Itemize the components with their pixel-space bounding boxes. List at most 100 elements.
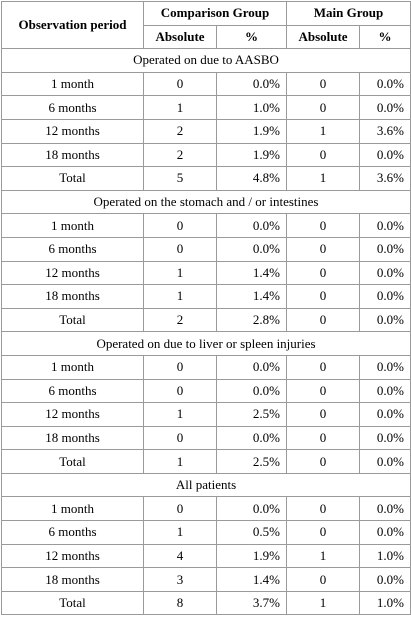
main-absolute-cell: 0 — [286, 284, 361, 309]
main-absolute-cell: 0 — [286, 213, 361, 238]
main-percent-cell: 0.0% — [359, 95, 411, 120]
period-cell: Total — [1, 166, 144, 191]
comparison-percent-cell: 2.5% — [215, 402, 288, 427]
main-percent-cell: 0.0% — [359, 71, 411, 97]
main-percent-cell: 1.0% — [359, 543, 411, 569]
main-absolute-cell: 0 — [286, 307, 361, 333]
main-percent-cell: 0.0% — [359, 142, 411, 168]
comparison-percent-cell: 0.0% — [215, 354, 288, 380]
main-absolute-cell: 1 — [286, 118, 361, 144]
comparison-absolute-cell: 2 — [143, 142, 217, 168]
comparison-percent-cell: 1.9% — [215, 142, 288, 168]
main-absolute-cell: 0 — [286, 95, 361, 120]
main-percent-cell: 0.0% — [359, 449, 411, 474]
comparison-percent-cell: 0.0% — [215, 425, 288, 451]
period-cell: 12 months — [1, 260, 144, 286]
comparison-absolute-cell: 5 — [143, 166, 217, 191]
comparison-absolute-cell: 1 — [143, 520, 217, 545]
comparison-percent-cell: 0.0% — [215, 378, 288, 404]
main-absolute-cell: 0 — [286, 354, 361, 380]
main-absolute-cell: 0 — [286, 71, 361, 97]
main-percent-cell: 0.0% — [359, 425, 411, 451]
section-row: Operated on due to liver or spleen injur… — [0, 331, 411, 356]
main-percent-cell: 0.0% — [359, 354, 411, 380]
comparison-absolute-cell: 1 — [143, 260, 217, 286]
comparison-absolute-cell: 0 — [143, 425, 217, 451]
comparison-absolute-cell: 0 — [143, 213, 217, 238]
comparison-absolute-cell: 1 — [143, 284, 217, 309]
main-absolute-cell: 0 — [286, 260, 361, 286]
table-row: 1 month 0 0.0% 0 0.0% — [1, 354, 411, 380]
section-title: Operated on due to AASBO — [0, 48, 411, 73]
header-observation-period: Observation period — [1, 0, 144, 50]
header-comparison-percent: % — [215, 24, 288, 50]
table-row: 18 months 2 1.9% 0 0.0% — [1, 142, 411, 168]
comparison-absolute-cell: 0 — [143, 71, 217, 97]
period-cell: 6 months — [1, 236, 144, 262]
header-comparison-group: Comparison Group — [142, 1, 288, 26]
main-absolute-cell: 0 — [286, 236, 361, 262]
main-absolute-cell: 1 — [286, 166, 361, 191]
main-percent-cell: 0.0% — [359, 520, 411, 545]
period-cell: Total — [1, 449, 144, 474]
main-percent-cell: 0.0% — [359, 307, 411, 333]
period-cell: 12 months — [1, 118, 144, 144]
section-title: Operated on the stomach and / or intesti… — [0, 189, 411, 215]
comparison-absolute-cell: 0 — [143, 354, 217, 380]
period-cell: Total — [1, 307, 144, 333]
table-row: 1 month 0 0.0% 0 0.0% — [1, 71, 411, 97]
main-absolute-cell: 0 — [286, 567, 361, 592]
period-cell: Total — [1, 590, 144, 616]
main-percent-cell: 0.0% — [359, 496, 411, 522]
table-row: 12 months 1 2.5% 0 0.0% — [1, 402, 411, 427]
comparison-percent-cell: 0.0% — [215, 496, 288, 522]
table-row: Total 8 3.7% 1 1.0% — [1, 590, 411, 616]
period-cell: 1 month — [1, 496, 144, 522]
comparison-percent-cell: 1.0% — [215, 95, 288, 120]
comparison-percent-cell: 2.5% — [215, 449, 288, 474]
main-absolute-cell: 0 — [286, 142, 361, 168]
table-row: 12 months 1 1.4% 0 0.0% — [1, 260, 411, 286]
comparison-absolute-cell: 4 — [143, 543, 217, 569]
main-absolute-cell: 0 — [286, 449, 361, 474]
comparison-percent-cell: 2.8% — [215, 307, 288, 333]
comparison-absolute-cell: 1 — [143, 449, 217, 474]
comparison-absolute-cell: 1 — [143, 402, 217, 427]
table-row: Total 2 2.8% 0 0.0% — [1, 307, 411, 333]
table-row: 18 months 3 1.4% 0 0.0% — [1, 567, 411, 592]
main-percent-cell: 0.0% — [359, 567, 411, 592]
period-cell: 12 months — [1, 543, 144, 569]
section-row: All patients — [0, 472, 411, 498]
main-absolute-cell: 1 — [286, 590, 361, 616]
comparison-percent-cell: 3.7% — [215, 590, 288, 616]
main-percent-cell: 0.0% — [359, 402, 411, 427]
main-absolute-cell: 0 — [286, 402, 361, 427]
table-row: 12 months 4 1.9% 1 1.0% — [1, 543, 411, 569]
comparison-percent-cell: 0.0% — [215, 236, 288, 262]
period-cell: 18 months — [1, 142, 144, 168]
period-cell: 1 month — [1, 71, 144, 97]
main-absolute-cell: 0 — [286, 520, 361, 545]
main-absolute-cell: 1 — [286, 543, 361, 569]
comparison-percent-cell: 0.5% — [215, 520, 288, 545]
comparison-absolute-cell: 0 — [143, 236, 217, 262]
section-title: Operated on due to liver or spleen injur… — [0, 331, 411, 356]
header-main-percent: % — [359, 24, 411, 50]
header-comparison-absolute: Absolute — [143, 24, 217, 50]
comparison-percent-cell: 1.9% — [215, 118, 288, 144]
period-cell: 12 months — [1, 402, 144, 427]
comparison-absolute-cell: 0 — [143, 378, 217, 404]
comparison-absolute-cell: 2 — [143, 307, 217, 333]
table-row: 1 month 0 0.0% 0 0.0% — [1, 496, 411, 522]
period-cell: 18 months — [1, 567, 144, 592]
section-row: Operated on the stomach and / or intesti… — [0, 189, 411, 215]
main-percent-cell: 0.0% — [359, 260, 411, 286]
period-cell: 18 months — [1, 425, 144, 451]
table-row: 12 months 2 1.9% 1 3.6% — [1, 118, 411, 144]
table-header: Observation period Comparison Group Main… — [1, 0, 411, 50]
table-row: 6 months 1 1.0% 0 0.0% — [1, 95, 411, 120]
main-absolute-cell: 0 — [286, 425, 361, 451]
table-body: Operated on due to AASBO 1 month 0 0.0% 0 0.0… — [0, 48, 411, 616]
comparison-percent-cell: 0.0% — [215, 213, 288, 238]
